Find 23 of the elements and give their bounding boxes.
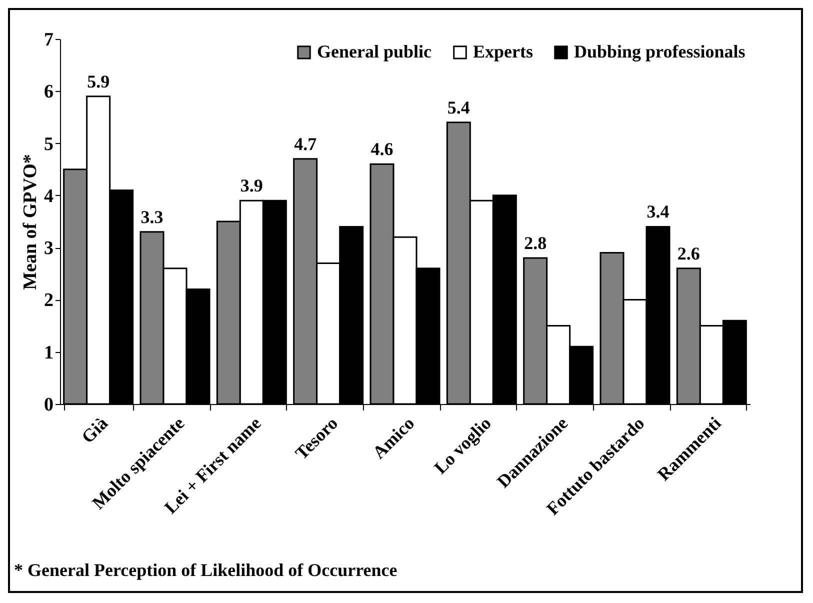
data-label: 2.6 bbox=[677, 243, 700, 264]
data-label: 5.9 bbox=[87, 71, 110, 92]
y-tick-label: 4 bbox=[44, 186, 54, 207]
y-tick-label: 1 bbox=[44, 342, 54, 364]
legend-label: Experts bbox=[473, 41, 533, 62]
legend-label: General public bbox=[317, 41, 432, 62]
y-tick-label: 6 bbox=[44, 82, 54, 103]
y-tick-label: 7 bbox=[44, 30, 54, 50]
y-tick-label: 5 bbox=[44, 134, 54, 155]
data-label: 3.4 bbox=[646, 202, 670, 222]
y-tick-label: 3 bbox=[44, 238, 54, 260]
y-tick-label: 0 bbox=[44, 394, 54, 416]
y-axis-title: Mean of GPVO* bbox=[20, 154, 41, 290]
data-label: 2.8 bbox=[524, 233, 547, 253]
text: * General Perception of Likelihood of Occurrence bbox=[14, 560, 398, 581]
data-label: 3.3 bbox=[140, 206, 164, 227]
data-label: 5.4 bbox=[447, 97, 470, 118]
data-label: 3.9 bbox=[240, 176, 263, 196]
legend-label: Dubbing professionals bbox=[574, 41, 746, 62]
data-label: 4.6 bbox=[370, 139, 394, 160]
y-tick-label: 2 bbox=[44, 290, 54, 312]
x-tick-label: Già bbox=[78, 413, 112, 448]
data-label: 4.7 bbox=[294, 134, 317, 154]
